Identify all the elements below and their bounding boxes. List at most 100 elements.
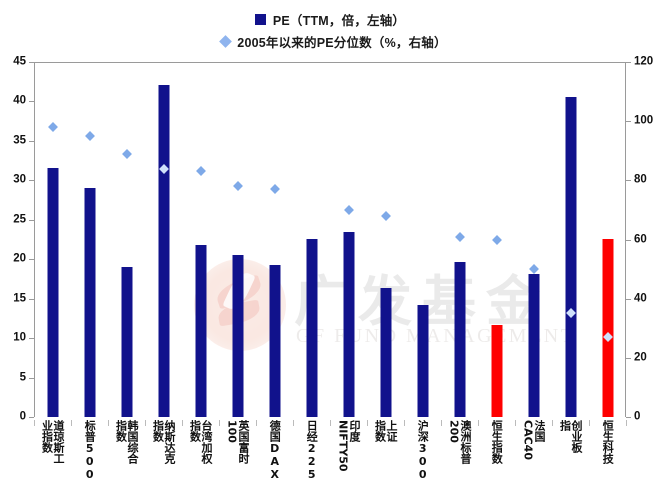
x-axis-label: 上证 指数 — [367, 420, 404, 479]
percentile-marker[interactable] — [232, 181, 243, 192]
bar-column[interactable] — [515, 62, 552, 417]
bar[interactable] — [47, 167, 58, 417]
x-axis-label-line: 道琼斯工 — [51, 420, 65, 464]
bar[interactable] — [306, 238, 317, 417]
chart-legend: PE（TTM，倍，左轴） 2005年以来的PE分位数（%，右轴） — [0, 8, 660, 52]
x-axis-label-line: NIFTY50 — [336, 420, 350, 472]
bar-column[interactable] — [108, 62, 145, 417]
legend-bar-swatch-icon — [254, 13, 266, 25]
x-axis-label: 道琼斯工 业指数 — [34, 420, 71, 479]
x-axis-label-line: 恒生指数 — [490, 420, 504, 464]
bar-column[interactable] — [182, 62, 219, 417]
x-axis-label: 印度 NIFTY50 — [330, 420, 367, 479]
bar[interactable] — [84, 188, 95, 417]
bar-column[interactable] — [367, 62, 404, 417]
right-tick-mark — [626, 239, 631, 241]
bar[interactable] — [121, 267, 132, 417]
bar[interactable] — [195, 245, 206, 417]
percentile-marker[interactable] — [47, 122, 58, 133]
percentile-marker[interactable] — [195, 166, 206, 177]
x-tick-mark — [478, 420, 479, 426]
bottom-axis-line — [34, 62, 626, 63]
x-axis-label: 沪深300 — [404, 420, 441, 481]
bar[interactable] — [343, 231, 354, 417]
x-axis-label: 法国 CAC40 — [515, 420, 552, 479]
x-tick-mark — [219, 420, 220, 426]
bar[interactable] — [158, 84, 169, 417]
bar-column[interactable] — [34, 62, 71, 417]
bar[interactable] — [565, 96, 576, 417]
x-axis-label-line: 沪深300 — [416, 420, 430, 481]
x-axis-label-line: 澳洲标普 — [458, 420, 472, 464]
bar-column[interactable] — [589, 62, 626, 417]
bar[interactable] — [602, 238, 613, 417]
percentile-marker[interactable] — [343, 204, 354, 215]
bar-column[interactable] — [71, 62, 108, 417]
bar[interactable] — [528, 274, 539, 417]
bar[interactable] — [454, 261, 465, 417]
bar-column[interactable] — [145, 62, 182, 417]
x-tick-mark — [552, 420, 553, 426]
x-axis-label: 日经225 — [293, 420, 330, 481]
percentile-marker[interactable] — [380, 210, 391, 221]
right-tick-mark — [626, 298, 631, 300]
left-tick-label: 10 — [13, 331, 26, 344]
left-tick-mark — [29, 140, 34, 142]
x-tick-mark — [330, 420, 331, 426]
percentile-marker[interactable] — [121, 148, 132, 159]
x-axis-label-line: 指数 — [114, 420, 128, 442]
left-tick-mark — [29, 338, 34, 340]
right-axis-line — [625, 62, 626, 417]
x-axis-label-line: 创业板 — [569, 420, 583, 453]
percentile-marker[interactable] — [454, 231, 465, 242]
percentile-marker[interactable] — [269, 184, 280, 195]
left-tick-mark — [29, 219, 34, 221]
right-tick-label: 100 — [634, 114, 654, 127]
x-axis-label-line: 纳斯达克 — [162, 420, 176, 464]
x-axis-label-line: 台湾加权 — [199, 420, 213, 464]
x-tick-mark — [108, 420, 109, 426]
bar-column[interactable] — [441, 62, 478, 417]
legend-item-pe: PE（TTM，倍，左轴） — [0, 8, 660, 30]
right-tick-label: 60 — [634, 232, 647, 245]
x-axis-label: 台湾加权 指数 — [182, 420, 219, 479]
bar[interactable] — [491, 324, 502, 417]
left-tick-mark — [29, 62, 34, 63]
left-tick-mark — [29, 298, 34, 300]
x-axis-label-line: 标普500 — [83, 420, 97, 481]
left-tick-mark — [29, 101, 34, 103]
x-axis-label: 英国富时 100 — [219, 420, 256, 479]
bar-column[interactable] — [293, 62, 330, 417]
left-tick-mark — [29, 259, 34, 261]
legend-label-pe: PE（TTM，倍，左轴） — [272, 13, 406, 28]
bar-column[interactable] — [478, 62, 515, 417]
data-series-layer — [34, 62, 626, 417]
bar-column[interactable] — [330, 62, 367, 417]
x-axis-label: 纳斯达克 指数 — [145, 420, 182, 479]
x-axis-label: 恒生指数 — [478, 420, 515, 479]
percentile-marker[interactable] — [528, 264, 539, 275]
x-tick-mark — [182, 420, 183, 426]
bar-column[interactable] — [552, 62, 589, 417]
left-tick-label: 20 — [13, 252, 26, 265]
bar[interactable] — [232, 255, 243, 417]
bar[interactable] — [417, 304, 428, 417]
bar[interactable] — [269, 264, 280, 417]
x-tick-mark — [293, 420, 294, 426]
left-tick-label: 5 — [19, 370, 26, 383]
x-tick-mark — [589, 420, 590, 426]
bar[interactable] — [380, 287, 391, 417]
percentile-marker[interactable] — [84, 131, 95, 141]
x-axis-label-line: 韩国综合 — [125, 420, 139, 464]
x-tick-mark — [367, 420, 368, 426]
bar-column[interactable] — [219, 62, 256, 417]
x-axis-label-line: 指数 — [373, 420, 387, 442]
x-axis-label: 创业板指 — [552, 420, 589, 479]
left-tick-label: 25 — [13, 213, 26, 226]
right-tick-mark — [626, 417, 631, 418]
bar-column[interactable] — [404, 62, 441, 417]
percentile-marker[interactable] — [491, 234, 502, 245]
bar-column[interactable] — [256, 62, 293, 417]
x-axis-label-line: CAC40 — [521, 420, 535, 460]
